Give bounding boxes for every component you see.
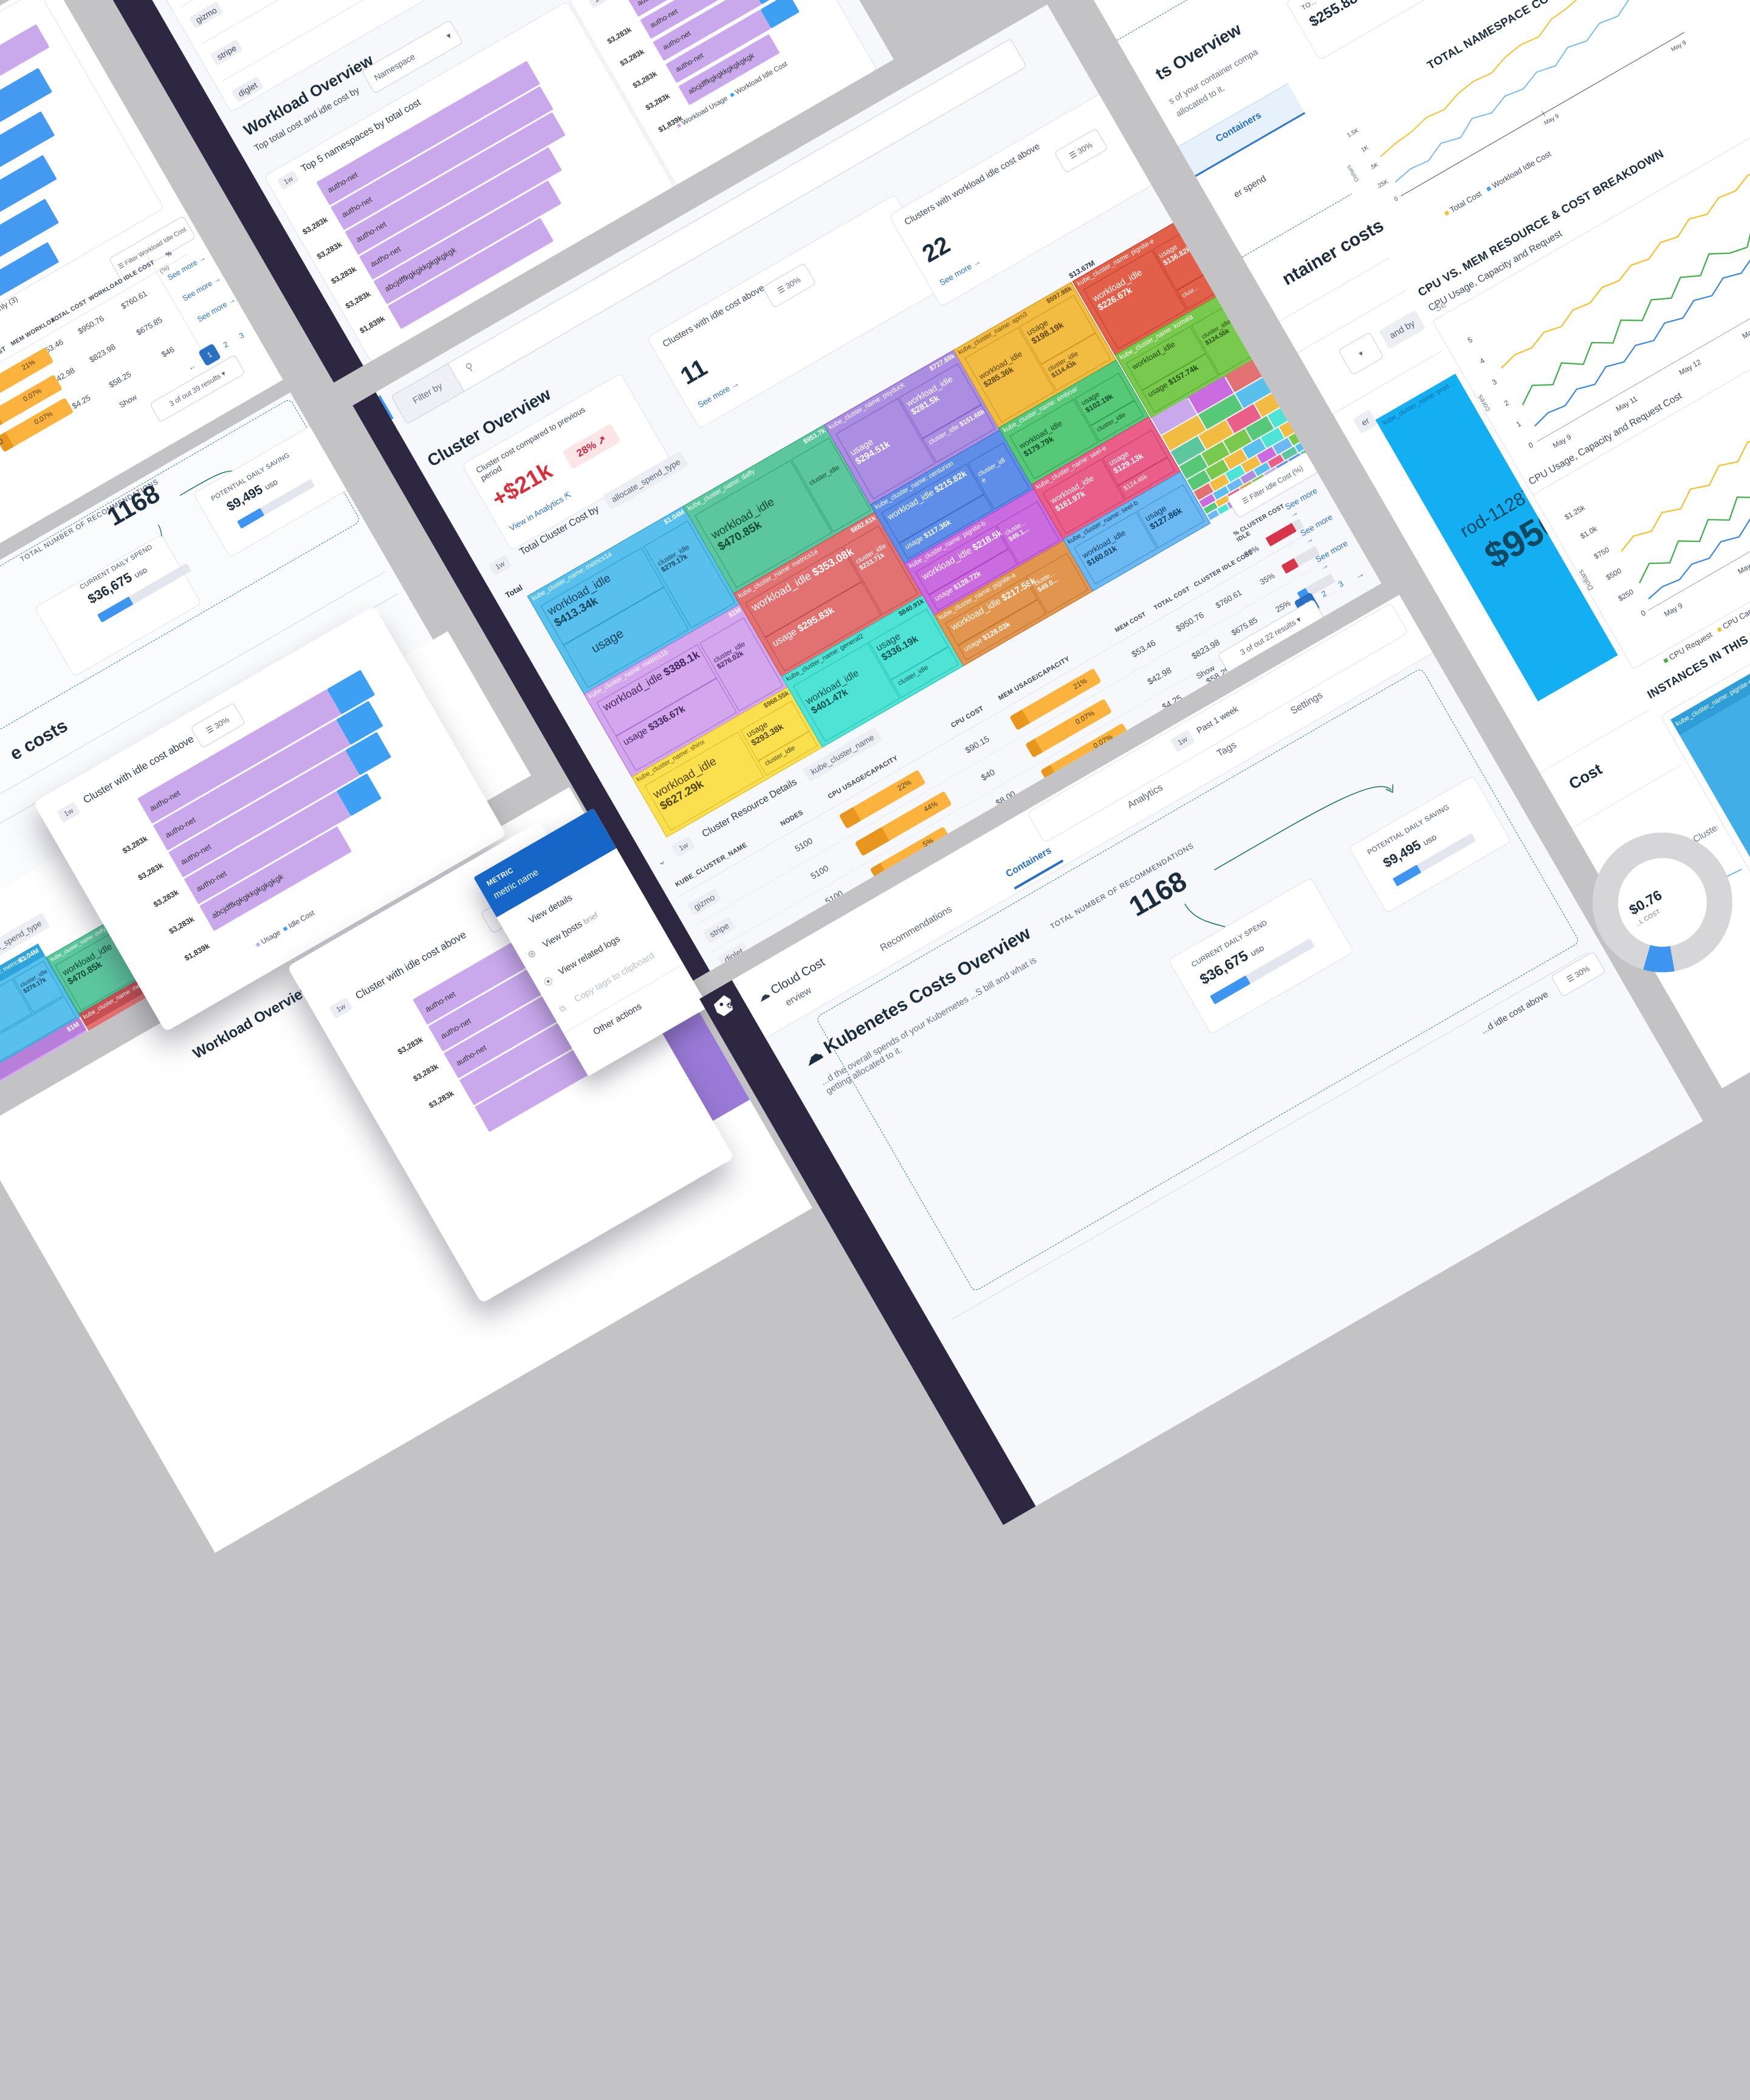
svg-text:May 9: May 9 [1670,39,1687,53]
svg-text:0: 0 [1527,441,1535,450]
svg-text:0: 0 [1639,608,1647,618]
svg-text:Dollars: Dollars [1576,568,1595,592]
svg-text:May 9: May 9 [1662,601,1684,619]
svg-text:Dollars: Dollars [1345,163,1361,183]
svg-text:$750: $750 [1593,545,1611,561]
svg-text:.25K: .25K [1376,178,1390,190]
svg-text:2: 2 [1503,398,1511,408]
svg-text:5: 5 [1466,335,1474,345]
svg-text:May 9: May 9 [1543,113,1560,127]
svg-text:4: 4 [1478,356,1486,366]
svg-text:May 12: May 12 [1678,357,1703,377]
svg-text:$500: $500 [1605,566,1623,582]
svg-text:.5K: .5K [1368,161,1380,171]
svg-text:May 9: May 9 [1551,433,1573,450]
svg-text:1: 1 [1515,419,1523,429]
svg-text:$1.25k: $1.25k [1563,503,1587,522]
svg-text:1K: 1K [1361,144,1370,154]
svg-text:1.5K: 1.5K [1346,127,1360,139]
svg-text:May 11: May 11 [1614,394,1639,414]
svg-text:cores: cores [1475,393,1492,413]
svg-text:$250: $250 [1617,588,1635,603]
svg-text:May 13: May 13 [1741,321,1750,340]
svg-text:$1.0k: $1.0k [1579,524,1599,540]
svg-text:3: 3 [1491,377,1498,387]
svg-text:0: 0 [1393,195,1400,203]
svg-text:May 11: May 11 [1736,557,1750,576]
